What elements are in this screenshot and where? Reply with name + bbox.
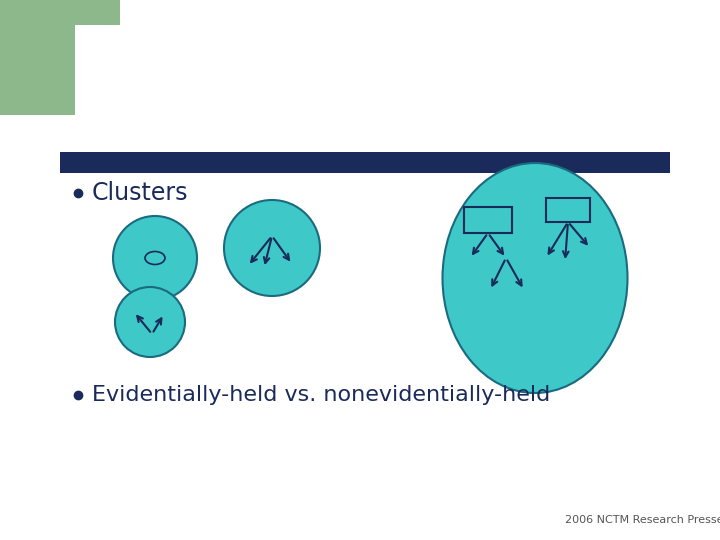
Text: 2006 NCTM Research Pressession: 2006 NCTM Research Pressession xyxy=(565,515,720,525)
Bar xyxy=(546,198,590,222)
Bar xyxy=(60,152,670,173)
Text: Clusters: Clusters xyxy=(92,181,189,205)
Ellipse shape xyxy=(443,163,628,393)
Bar xyxy=(75,25,715,535)
Ellipse shape xyxy=(224,200,320,296)
Bar xyxy=(0,0,120,115)
Ellipse shape xyxy=(113,216,197,300)
Bar xyxy=(464,207,512,233)
Text: Evidentially-held vs. nonevidentially-held: Evidentially-held vs. nonevidentially-he… xyxy=(92,385,550,405)
Ellipse shape xyxy=(115,287,185,357)
